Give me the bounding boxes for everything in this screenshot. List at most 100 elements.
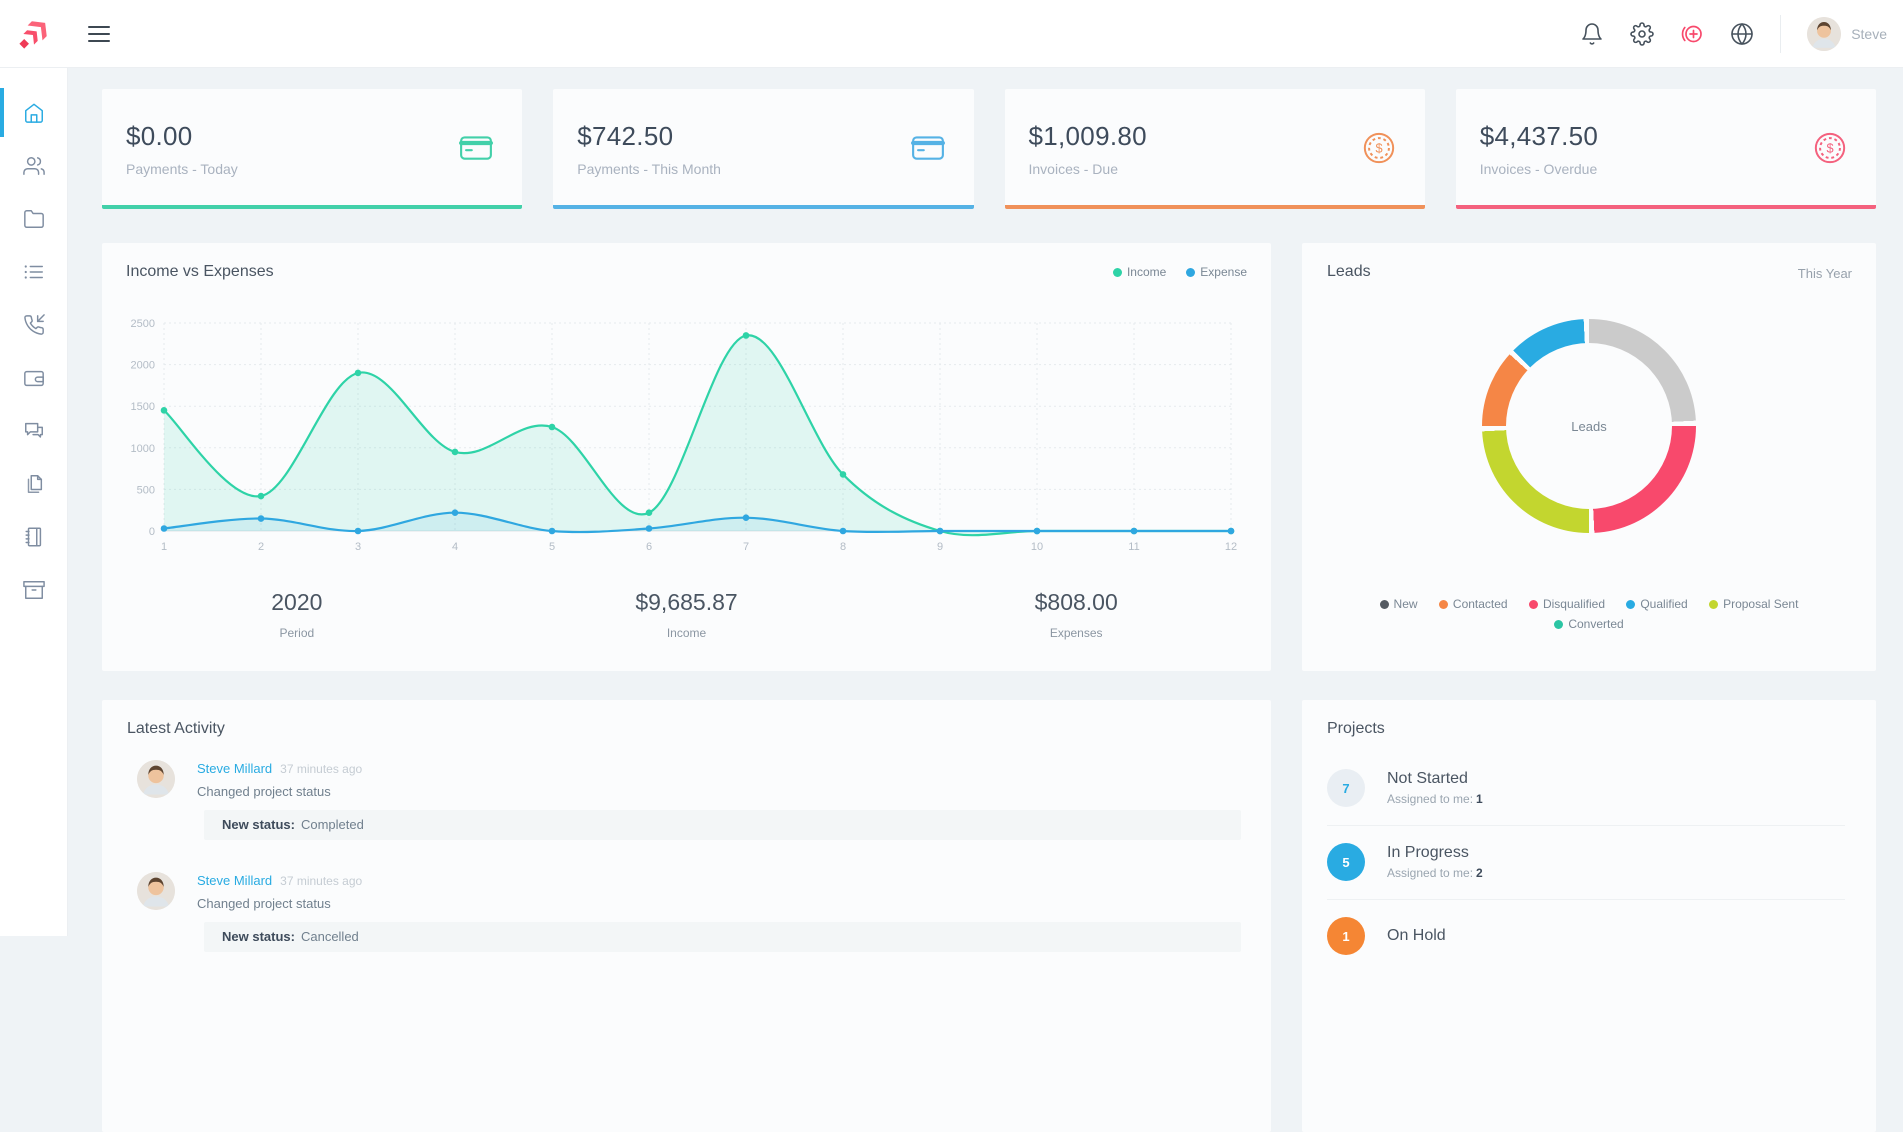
svg-text:$: $ xyxy=(1375,141,1382,156)
svg-text:2: 2 xyxy=(258,541,264,553)
activity-status-box: New status:Completed xyxy=(204,810,1241,840)
svg-text:11: 11 xyxy=(1128,541,1139,553)
stat-card-invoices-overdue[interactable]: $4,437.50 Invoices - Overdue $ xyxy=(1456,89,1876,209)
leads-title: Leads xyxy=(1327,263,1371,281)
activity-user-link[interactable]: Steve Millard xyxy=(197,761,272,776)
top-header: Steve xyxy=(0,0,1903,68)
svg-text:5: 5 xyxy=(549,541,555,553)
sidebar-item-folder[interactable] xyxy=(0,192,67,245)
notebook-icon xyxy=(23,526,45,548)
converted-dot xyxy=(1554,620,1563,629)
svg-text:6: 6 xyxy=(646,541,652,553)
svg-text:$: $ xyxy=(1826,141,1833,156)
sidebar xyxy=(0,68,68,936)
notifications-bell-icon[interactable] xyxy=(1580,22,1604,46)
wallet-icon xyxy=(23,367,45,389)
stat-card-invoices-due[interactable]: $1,009.80 Invoices - Due $ xyxy=(1005,89,1425,209)
legend-item-expense[interactable]: Expense xyxy=(1186,265,1247,279)
settings-gear-icon[interactable] xyxy=(1630,22,1654,46)
legend-item-contacted[interactable]: Contacted xyxy=(1439,597,1508,611)
svg-text:7: 7 xyxy=(743,541,749,553)
summary-income: $9,685.87 Income xyxy=(492,589,882,640)
legend-item-qualified[interactable]: Qualified xyxy=(1626,597,1687,611)
sidebar-item-calls[interactable] xyxy=(0,298,67,351)
projects-list: 7 Not Started Assigned to me:1 5 In Prog… xyxy=(1327,752,1845,973)
qualified-dot xyxy=(1626,600,1635,609)
contacted-dot xyxy=(1439,600,1448,609)
leads-period: This Year xyxy=(1798,266,1852,281)
activity-item: Steve Millard 37 minutes ago Changed proj… xyxy=(137,760,1241,840)
expense-dot xyxy=(1186,268,1195,277)
svg-text:3: 3 xyxy=(355,541,361,553)
user-menu[interactable]: Steve xyxy=(1807,17,1887,51)
app-logo[interactable] xyxy=(0,0,68,68)
activity-time: 37 minutes ago xyxy=(280,762,362,776)
logo-icon xyxy=(16,16,52,52)
menu-toggle-button[interactable] xyxy=(88,26,110,42)
svg-text:10: 10 xyxy=(1031,541,1043,553)
copy-documents-icon xyxy=(23,473,45,495)
project-row-in-progress[interactable]: 5 In Progress Assigned to me:2 xyxy=(1327,826,1845,900)
credit-card-icon xyxy=(910,131,946,165)
svg-text:9: 9 xyxy=(937,541,943,553)
header-divider xyxy=(1780,15,1781,53)
folder-icon xyxy=(23,208,45,230)
phone-incoming-icon xyxy=(23,314,45,336)
sidebar-item-documents[interactable] xyxy=(0,457,67,510)
legend-item-income[interactable]: Income xyxy=(1113,265,1166,279)
legend-item-converted[interactable]: Converted xyxy=(1554,617,1623,631)
svg-text:1000: 1000 xyxy=(131,443,155,455)
income-dot xyxy=(1113,268,1122,277)
latest-activity-card: Latest Activity Steve Millard 37 minutes … xyxy=(102,700,1271,1132)
sidebar-item-home[interactable] xyxy=(0,86,67,139)
sidebar-item-messages[interactable] xyxy=(0,404,67,457)
home-icon xyxy=(23,102,45,124)
contacts-icon xyxy=(23,155,45,177)
stat-cards-row: $0.00 Payments - Today $742.50 Payments … xyxy=(102,89,1876,209)
sidebar-item-list[interactable] xyxy=(0,245,67,298)
quick-add-icon[interactable] xyxy=(1680,22,1704,46)
svg-text:1: 1 xyxy=(161,541,167,553)
leads-donut-chart: Leads xyxy=(1482,319,1696,533)
proposal-sent-dot xyxy=(1709,600,1718,609)
summary-period: 2020 Period xyxy=(102,589,492,640)
stat-card-payments-today[interactable]: $0.00 Payments - Today xyxy=(102,89,522,209)
latest-activity-title: Latest Activity xyxy=(127,720,225,738)
dollar-coin-icon: $ xyxy=(1361,131,1397,165)
sidebar-item-contacts[interactable] xyxy=(0,139,67,192)
list-icon xyxy=(23,261,45,283)
leads-donut-center: Leads xyxy=(1506,343,1672,509)
project-count-badge: 1 xyxy=(1327,917,1365,955)
legend-item-disqualified[interactable]: Disqualified xyxy=(1529,597,1605,611)
stat-card-payments-month[interactable]: $742.50 Payments - This Month xyxy=(553,89,973,209)
sidebar-item-archive[interactable] xyxy=(0,563,67,616)
legend-item-proposal-sent[interactable]: Proposal Sent xyxy=(1709,597,1798,611)
new-dot xyxy=(1380,600,1389,609)
svg-text:4: 4 xyxy=(452,541,458,553)
credit-card-icon xyxy=(458,131,494,165)
legend-item-new[interactable]: New xyxy=(1380,597,1418,611)
activity-avatar xyxy=(137,872,175,910)
svg-text:500: 500 xyxy=(137,484,155,496)
svg-text:0: 0 xyxy=(149,526,155,538)
project-row-not-started[interactable]: 7 Not Started Assigned to me:1 xyxy=(1327,752,1845,826)
project-count-badge: 5 xyxy=(1327,843,1365,881)
summary-expenses: $808.00 Expenses xyxy=(881,589,1271,640)
projects-card: Projects 7 Not Started Assigned to me:1 … xyxy=(1302,700,1876,1132)
svg-text:8: 8 xyxy=(840,541,846,553)
leads-card: Leads This Year Leads New Contacted Disq… xyxy=(1302,243,1876,671)
bottom-row: Latest Activity Steve Millard 37 minutes … xyxy=(102,700,1876,1132)
dashboard: $0.00 Payments - Today $742.50 Payments … xyxy=(68,68,1903,936)
projects-title: Projects xyxy=(1327,720,1385,738)
sidebar-item-payments[interactable] xyxy=(0,351,67,404)
sidebar-item-notes[interactable] xyxy=(0,510,67,563)
archive-box-icon xyxy=(23,579,45,601)
user-avatar xyxy=(1807,17,1841,51)
activity-user-link[interactable]: Steve Millard xyxy=(197,873,272,888)
language-globe-icon[interactable] xyxy=(1730,22,1754,46)
activity-action: Changed project status xyxy=(197,784,1241,799)
svg-text:1500: 1500 xyxy=(131,401,155,413)
project-row-on-hold[interactable]: 1 On Hold xyxy=(1327,900,1845,973)
